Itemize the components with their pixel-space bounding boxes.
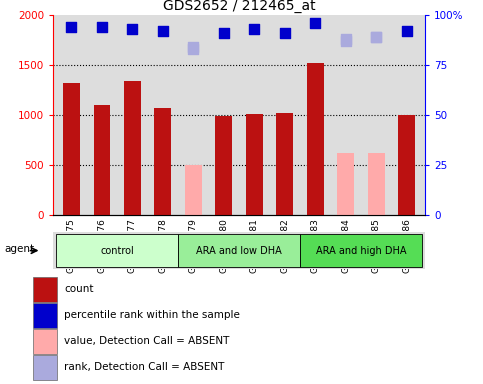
- Point: [98, 24, 106, 30]
- Bar: [300, 234, 422, 267]
- Text: percentile rank within the sample: percentile rank within the sample: [64, 310, 240, 320]
- Point: [403, 28, 411, 35]
- Text: count: count: [64, 285, 94, 295]
- Point: [342, 36, 350, 42]
- Bar: [215, 116, 232, 215]
- Bar: [338, 153, 354, 215]
- Point: [68, 24, 75, 30]
- Bar: [33, 355, 57, 380]
- Text: value, Detection Call = ABSENT: value, Detection Call = ABSENT: [64, 336, 229, 346]
- Bar: [53, 232, 425, 269]
- Point: [342, 38, 350, 45]
- Bar: [124, 81, 141, 215]
- Point: [372, 34, 380, 40]
- Point: [128, 26, 136, 32]
- Point: [312, 20, 319, 26]
- Bar: [63, 83, 80, 215]
- Bar: [33, 329, 57, 354]
- Bar: [276, 113, 293, 215]
- Text: rank, Detection Call = ABSENT: rank, Detection Call = ABSENT: [64, 362, 225, 372]
- Bar: [307, 63, 324, 215]
- Bar: [398, 115, 415, 215]
- Point: [251, 26, 258, 32]
- Bar: [178, 234, 300, 267]
- Bar: [246, 114, 263, 215]
- Point: [159, 28, 167, 35]
- Point: [189, 46, 197, 52]
- Bar: [33, 277, 57, 302]
- Title: GDS2652 / 212465_at: GDS2652 / 212465_at: [163, 0, 315, 13]
- Text: agent: agent: [4, 244, 34, 254]
- Bar: [94, 105, 110, 215]
- Bar: [368, 153, 384, 215]
- Point: [189, 44, 197, 50]
- Point: [281, 30, 289, 36]
- Point: [220, 30, 227, 36]
- Bar: [33, 303, 57, 328]
- Text: ARA and low DHA: ARA and low DHA: [196, 245, 282, 256]
- Point: [372, 34, 380, 40]
- Text: control: control: [100, 245, 134, 256]
- Bar: [155, 108, 171, 215]
- Bar: [185, 165, 202, 215]
- Bar: [56, 234, 178, 267]
- Text: ARA and high DHA: ARA and high DHA: [316, 245, 406, 256]
